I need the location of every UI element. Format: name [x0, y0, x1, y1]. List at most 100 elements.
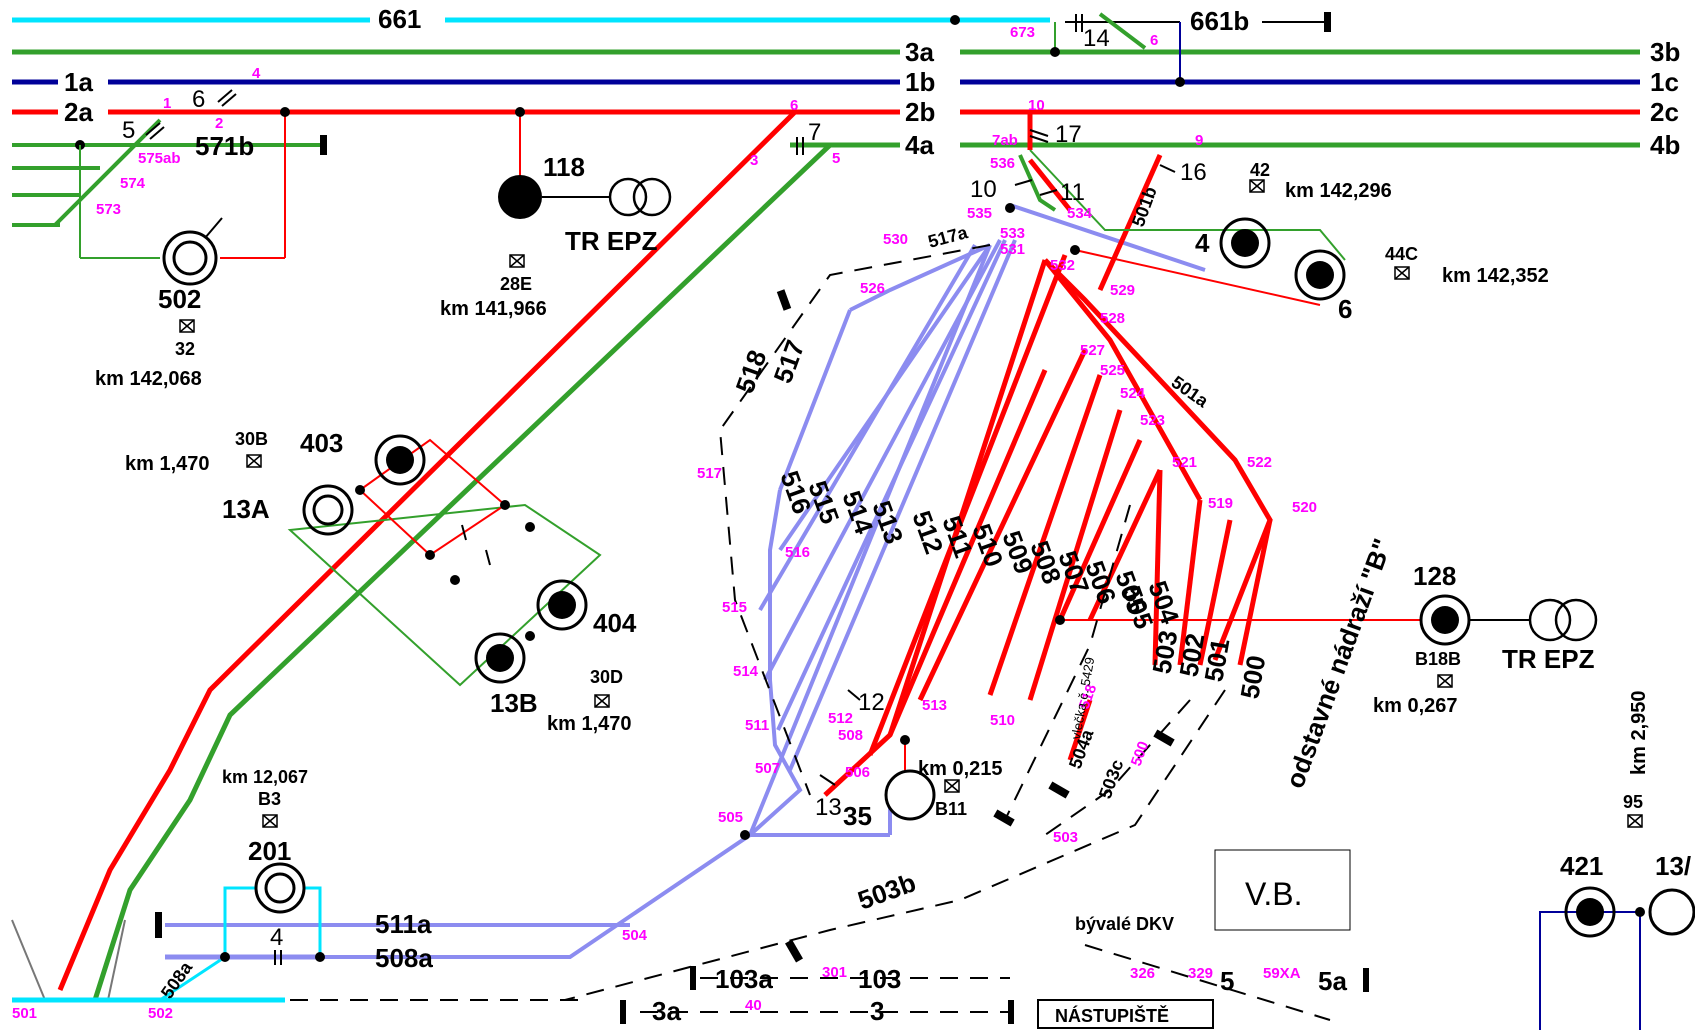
- vb-label: V.B.: [1245, 876, 1303, 912]
- km-142296: km 142,296: [1285, 180, 1392, 202]
- pt-524: 524: [1120, 385, 1146, 402]
- equipment-13-icon: [1648, 888, 1695, 936]
- pt-505: 505: [718, 809, 743, 826]
- pt-508: 508: [838, 727, 863, 744]
- switch-tick: [149, 126, 165, 140]
- buffer-stop: [776, 289, 792, 311]
- track-green-diagonal: [92, 143, 832, 1001]
- pt-532: 532: [1050, 257, 1075, 274]
- track-cyan-diag: [159, 955, 226, 1002]
- junction-dot: [1050, 47, 1060, 57]
- track-521-corridor: [1043, 258, 1203, 502]
- equipment-labels: 118 TR EPZ 28E km 141,966 502 32 km 142,…: [95, 152, 1691, 881]
- switch-tick: [221, 93, 237, 107]
- equipment-6-core: [1306, 261, 1334, 289]
- equipment-421: 421: [1560, 851, 1603, 881]
- pt-503: 503: [1053, 829, 1078, 846]
- pt-513: 513: [922, 697, 947, 714]
- box-icon: [1249, 179, 1265, 193]
- track-green-4-link: [1029, 149, 1346, 261]
- label-3: 3: [870, 996, 884, 1026]
- km-2950: km 2,950: [1628, 690, 1650, 775]
- equipment-28e: 28E: [500, 274, 532, 294]
- lavender-yard-tracks: [165, 203, 1206, 959]
- buffer-stop: [1048, 781, 1070, 799]
- junction-dot: [450, 575, 460, 585]
- track-517-label: 517: [767, 336, 810, 387]
- junction-dot: [515, 107, 525, 117]
- label-3a-low: 3a: [652, 996, 681, 1026]
- transformer-icon-2: [632, 177, 672, 217]
- switch-6: 6: [192, 86, 205, 113]
- buffer-stop: [690, 966, 696, 990]
- green-frame: [287, 503, 602, 687]
- equipment-44c: 44C: [1385, 244, 1418, 264]
- pt-4: 4: [252, 65, 261, 82]
- byvale-dkv: bývalé DKV: [1075, 914, 1174, 934]
- pt-507: 507: [755, 760, 780, 777]
- equipment-30b: 30B: [235, 429, 268, 449]
- main-diagonals: [11, 110, 832, 1001]
- track-blue-left: [778, 309, 852, 491]
- pt-529: 529: [1110, 282, 1135, 299]
- pt-504: 504: [622, 927, 648, 944]
- pt-59xa: 59XA: [1263, 965, 1301, 982]
- switch-12: 12: [858, 689, 885, 716]
- buffer-stop: [1363, 968, 1369, 992]
- pt-522: 522: [1247, 454, 1272, 471]
- switch-tick: [461, 524, 467, 541]
- equipment-b3: B3: [258, 789, 281, 809]
- km-0267: km 0,267: [1373, 695, 1458, 717]
- equipment-4: 4: [1195, 228, 1210, 258]
- switch-tick: [1029, 135, 1049, 143]
- equipment-b18b: B18B: [1415, 649, 1461, 669]
- yard-track-503: 503: [1146, 628, 1183, 676]
- junction-dot: [525, 631, 535, 641]
- buffer-stops: [620, 289, 1369, 1024]
- equipment-118: 118: [543, 152, 585, 182]
- track-501b: [1097, 153, 1163, 292]
- junction-dot: [1070, 245, 1080, 255]
- track-502r: [1177, 499, 1203, 666]
- junction-dot: [900, 735, 910, 745]
- track-green-14: [1098, 12, 1147, 50]
- track-506: [1057, 438, 1143, 622]
- pt-301: 301: [822, 964, 847, 981]
- track-511: [776, 239, 1007, 731]
- switch-tick: [485, 549, 491, 566]
- km-1470-b: km 1,470: [547, 713, 632, 735]
- pt-501a: 501a: [1168, 372, 1213, 412]
- track-509: [917, 348, 1088, 702]
- pt-3: 3: [750, 152, 758, 169]
- track-503b: [564, 689, 1226, 1001]
- pt-10: 10: [1028, 97, 1045, 114]
- yard-track-501: 501: [1198, 636, 1235, 684]
- buffer-stop: [785, 939, 803, 963]
- equipment-42: 42: [1250, 160, 1270, 180]
- km-1470-a: km 1,470: [125, 453, 210, 475]
- red-frame: [359, 438, 507, 557]
- equipment-502-icon: [162, 230, 218, 286]
- junction-dot: [425, 550, 435, 560]
- box-icon: [179, 319, 195, 333]
- pt-503c: 503c: [1095, 757, 1127, 801]
- label-661b: 661b: [1190, 6, 1249, 36]
- buffer-stop: [320, 135, 327, 155]
- left-siding-tracks: [12, 107, 672, 286]
- pt-519: 519: [1208, 495, 1233, 512]
- track-507r: [1027, 409, 1123, 701]
- track-507: [788, 239, 1017, 771]
- junction-dot: [1635, 907, 1645, 917]
- pt-514: 514: [733, 663, 759, 680]
- pt-521: 521: [1172, 454, 1197, 471]
- transformer-icon-2: [1554, 598, 1598, 642]
- equipment-30d: 30D: [590, 667, 623, 687]
- red-yard-tracks: [823, 112, 1273, 797]
- pt-516: 516: [785, 544, 810, 561]
- label-508a: 508a: [375, 943, 433, 973]
- track-5: [1084, 944, 1331, 1021]
- pt-535: 535: [967, 205, 992, 222]
- equipment-502-inner: [172, 240, 208, 276]
- disconnector-icons: [179, 179, 1643, 828]
- track-grey-edge-2: [107, 919, 126, 1001]
